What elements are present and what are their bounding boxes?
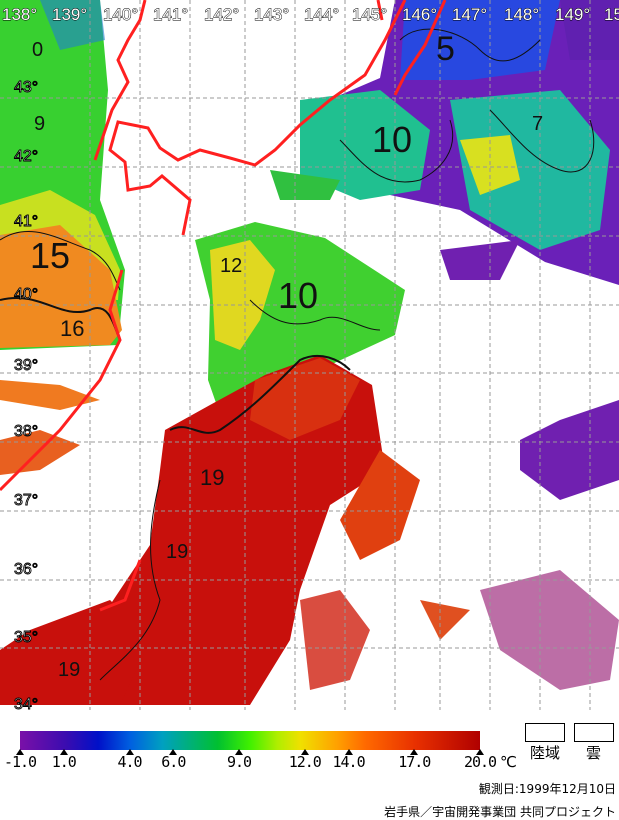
- colorbar-tick-mark: [344, 749, 353, 755]
- lat-label: 37°: [14, 492, 38, 509]
- contour-label: 19: [200, 465, 224, 490]
- colorbar-tick-mark: [16, 749, 24, 755]
- lon-label: 144°: [304, 5, 339, 24]
- colorbar-tick-label: 9.0: [227, 753, 252, 771]
- contour-label: 19: [58, 659, 80, 681]
- lon-label: 147°: [452, 5, 487, 24]
- contour-label: 19: [166, 541, 188, 563]
- lon-label: 145°: [352, 5, 387, 24]
- colorbar-tick-mark: [59, 749, 68, 755]
- colorbar-tick-mark: [476, 749, 484, 755]
- lat-label: 39°: [14, 357, 38, 374]
- coastline: [0, 0, 447, 612]
- longitude-labels: 138° 139° 140° 141° 142° 143° 144° 145° …: [2, 5, 619, 25]
- temperature-colorbar: [20, 731, 480, 750]
- lon-label: 146°: [402, 5, 437, 24]
- land-legend-label: 陸域: [530, 744, 561, 762]
- sst-scattered-pixels: [270, 170, 619, 690]
- latitude-labels: 43° 42° 41° 40° 39° 38° 37° 36° 35° 34°: [14, 79, 39, 710]
- contour-label: 0: [32, 39, 43, 61]
- lat-label: 38°: [14, 423, 38, 440]
- unit-label: ℃: [500, 753, 517, 771]
- colorbar-tick-mark: [235, 749, 244, 755]
- contour-label: 5: [436, 30, 455, 68]
- credit-text: 岩手県／宇宙開発事業団 共同プロジェクト: [384, 805, 616, 819]
- lat-label: 36°: [14, 561, 38, 578]
- lon-label: 138°: [2, 5, 37, 24]
- colorbar-tick-label: 4.0: [117, 753, 142, 771]
- lon-label: 139°: [52, 5, 87, 24]
- lat-lon-grid: [0, 0, 619, 710]
- lon-label: 149°: [555, 5, 590, 24]
- lat-label: 40°: [14, 286, 38, 303]
- cloud-legend-label: 雲: [586, 744, 602, 762]
- contour-label: 12: [220, 255, 242, 277]
- lat-label: 41°: [14, 213, 38, 230]
- contour-label: 15: [30, 235, 70, 276]
- contour-value-labels: 0 9 15 16 19 12 10 19 19 10 5 7: [30, 30, 543, 681]
- lon-label: 140°: [103, 5, 138, 24]
- sst-region-northeast: [300, 0, 619, 285]
- colorbar-tick-label: 17.0: [398, 753, 431, 771]
- colorbar-tick-mark: [169, 749, 178, 755]
- lat-label: 43°: [14, 79, 38, 96]
- observation-date: 観測日:1999年12月10日: [478, 782, 616, 796]
- colorbar-tick-label: 12.0: [288, 753, 322, 771]
- colorbar-tick-mark: [300, 749, 309, 755]
- cloud-legend-swatch: [574, 723, 614, 742]
- lon-label: 143°: [254, 5, 289, 24]
- lat-label: 34°: [14, 696, 38, 710]
- lon-label: 141°: [153, 5, 188, 24]
- colorbar-tick-mark: [410, 749, 419, 755]
- colorbar-tick-label: 6.0: [161, 753, 186, 771]
- colorbar-tick-mark: [125, 749, 134, 755]
- contour-label: 16: [60, 316, 84, 341]
- lon-label: 142°: [204, 5, 239, 24]
- lat-label: 35°: [14, 629, 38, 646]
- lon-label: 148°: [504, 5, 539, 24]
- colorbar-tick-label: -1.0: [3, 753, 37, 771]
- lat-label: 42°: [14, 148, 38, 165]
- contour-label: 7: [532, 113, 543, 135]
- colorbar-tick-label: 20.0: [463, 753, 497, 771]
- colorbar-tick-label: 1.0: [51, 753, 77, 771]
- colorbar-tick-label: 14.0: [332, 753, 366, 771]
- land-legend-swatch: [525, 723, 565, 742]
- sea-surface-temperature-map: 138° 139° 140° 141° 142° 143° 144° 145° …: [0, 0, 619, 710]
- lon-label: 15: [604, 5, 619, 24]
- contour-label: 9: [34, 113, 45, 135]
- contour-label: 10: [372, 119, 412, 160]
- contour-label: 10: [278, 275, 318, 316]
